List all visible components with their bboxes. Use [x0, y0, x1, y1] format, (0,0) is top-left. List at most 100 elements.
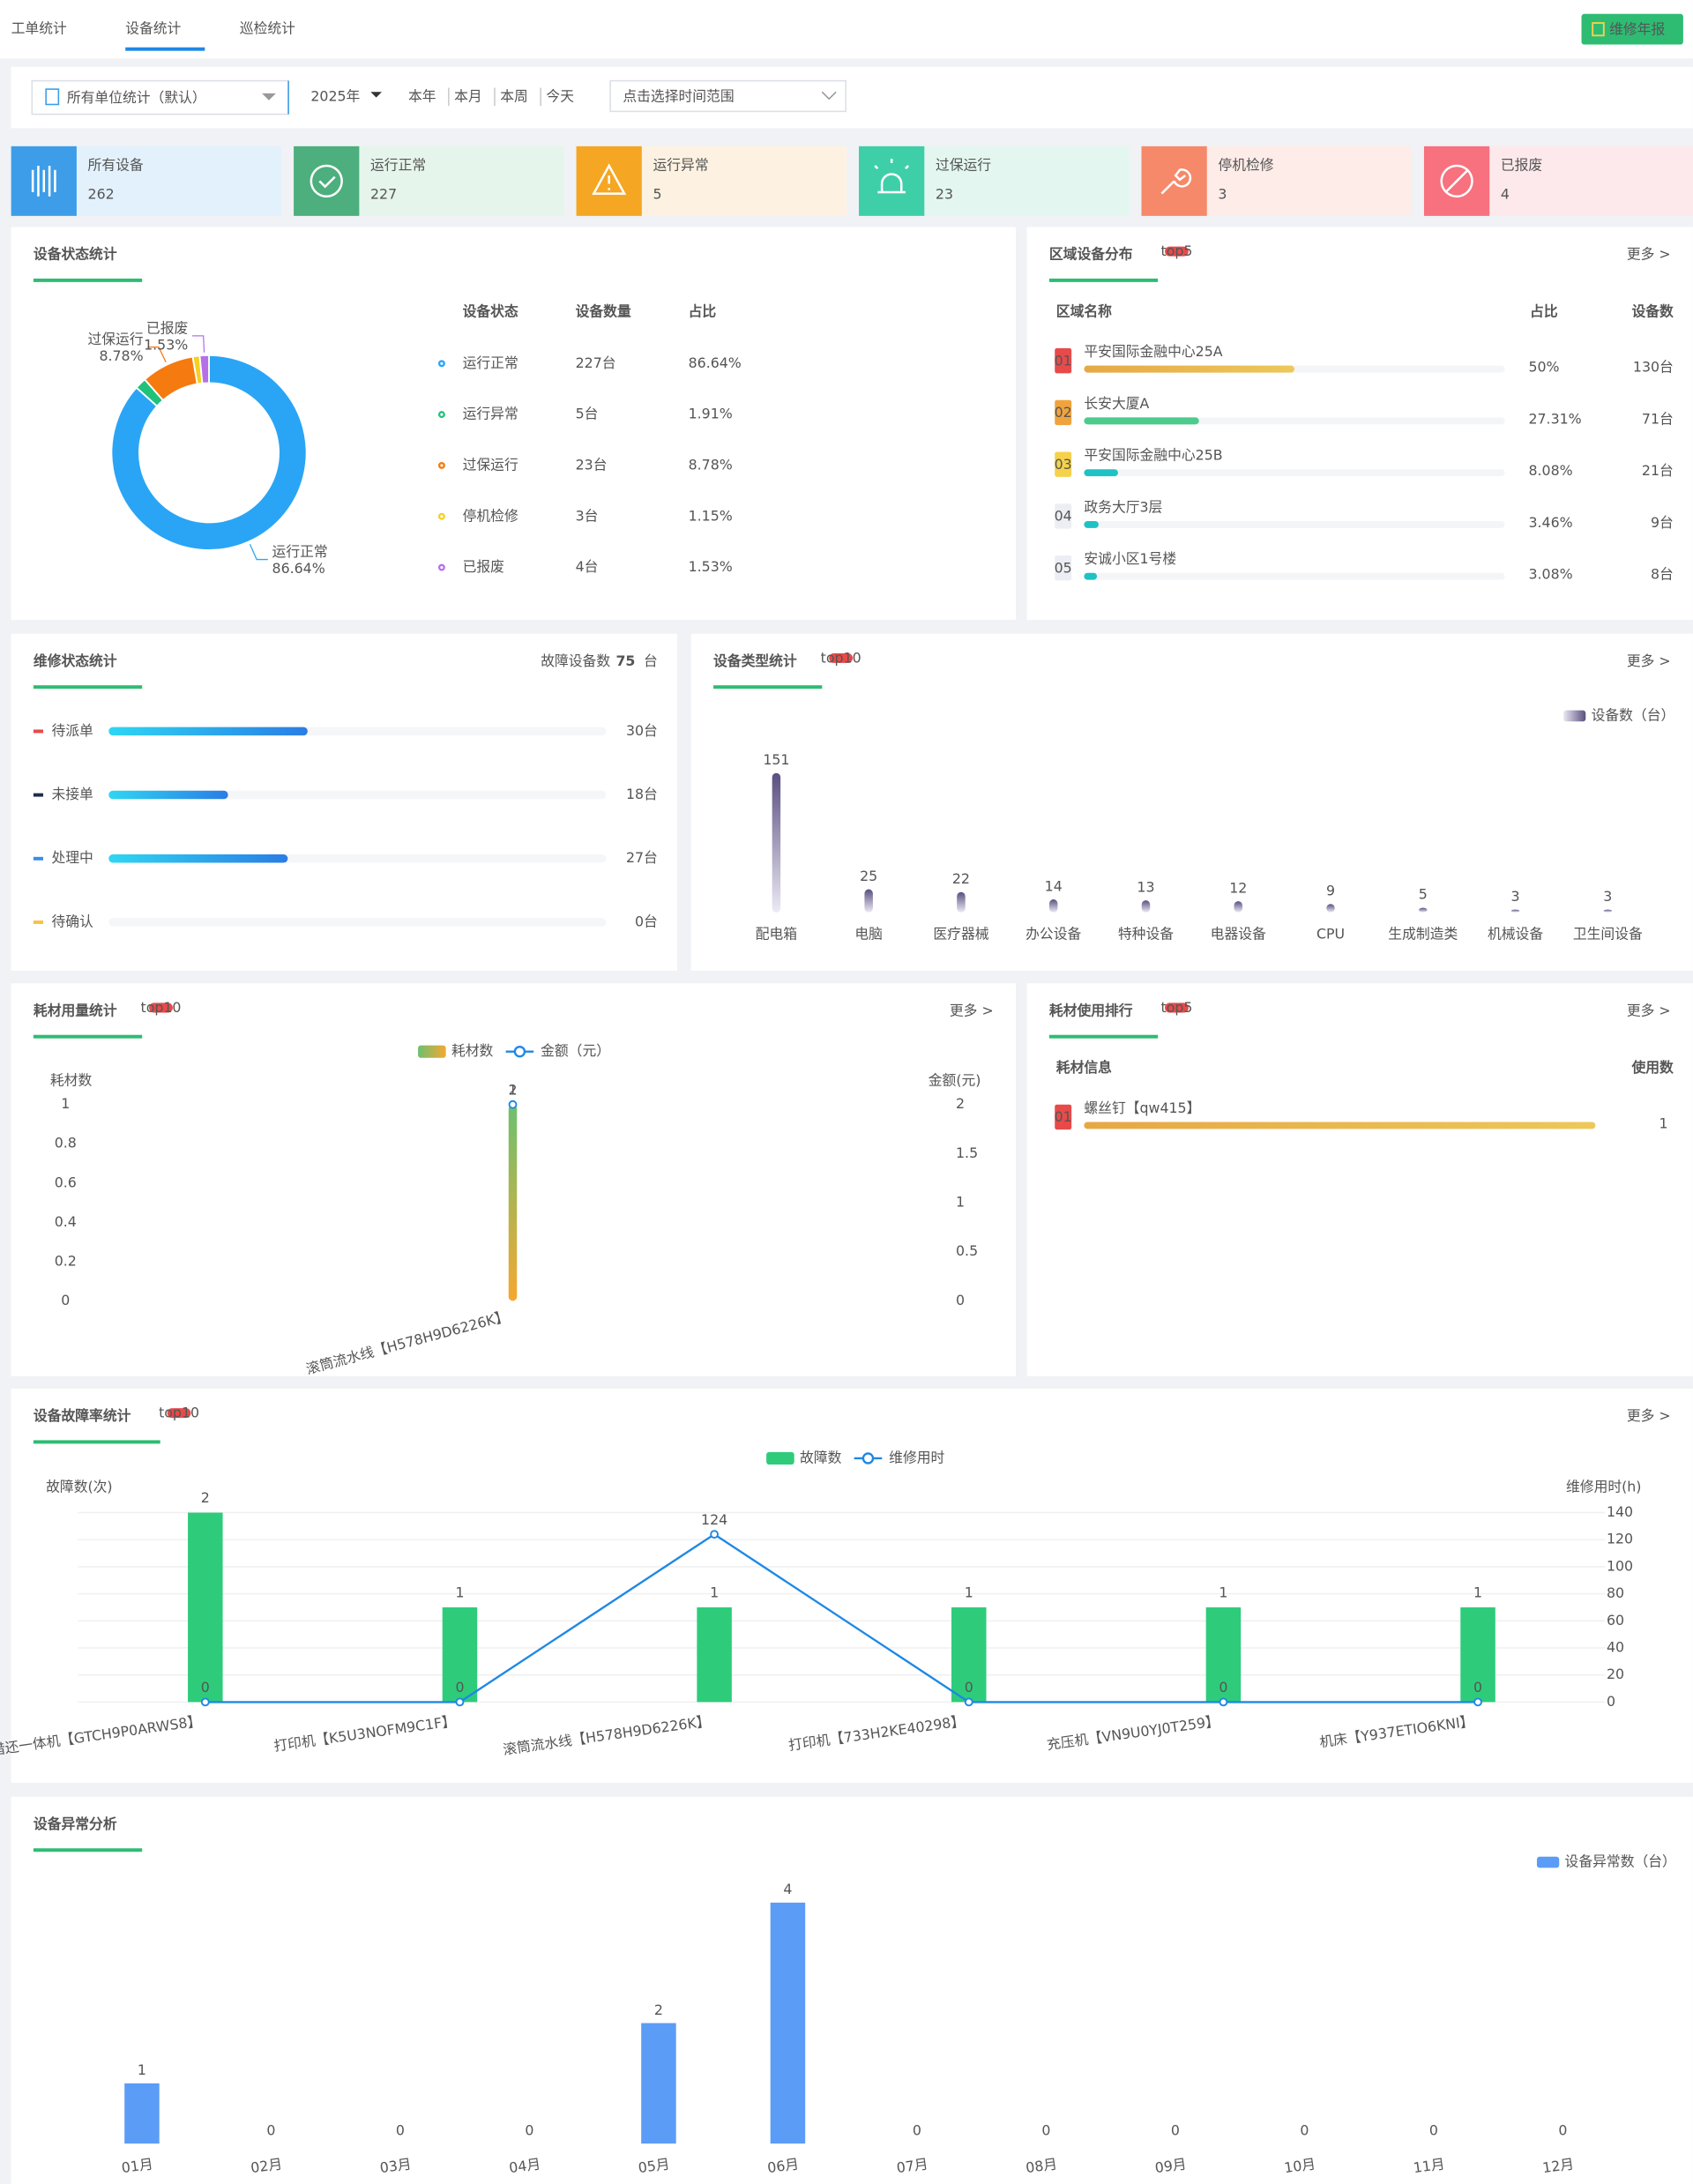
tab[interactable]: 设备统计 — [125, 20, 181, 37]
legend-dot-center — [440, 565, 444, 570]
x-tick-label: 12月 — [1541, 2155, 1575, 2176]
table-header: 占比 — [689, 302, 717, 319]
value-label: 14 — [1045, 877, 1063, 894]
panel — [690, 633, 1693, 972]
range-option[interactable]: 本年 — [408, 87, 436, 104]
tag-text: top10 — [159, 1405, 199, 1421]
bar — [1510, 909, 1520, 913]
x-tick-label: 08月 — [1025, 2155, 1058, 2176]
report-icon — [1592, 22, 1605, 37]
range-option[interactable]: 本月 — [454, 87, 482, 104]
card-label: 已报废 — [1501, 156, 1542, 173]
legend-label: 耗材数 — [451, 1042, 494, 1059]
line-marker — [200, 1697, 210, 1707]
line-value-label: 0 — [965, 1679, 973, 1696]
y2-tick-label: 20 — [1607, 1666, 1624, 1682]
unit-select-label[interactable]: 所有单位统计（默认） — [67, 89, 206, 106]
bar — [442, 1606, 478, 1703]
filter-bar — [11, 66, 1693, 129]
total-unit: 台 — [644, 652, 658, 669]
value-label: 0 — [525, 2121, 533, 2138]
value-label: 0 — [1171, 2121, 1180, 2138]
row-label: 待确认 — [51, 913, 93, 929]
value-label: 3 — [1511, 888, 1520, 905]
value-label: 0 — [1429, 2121, 1438, 2138]
legend-marker — [513, 1045, 526, 1058]
x-tick-label: 09月 — [1154, 2155, 1188, 2176]
more-link[interactable]: 更多 > — [1627, 246, 1671, 263]
table-cell: 86.64% — [689, 354, 742, 371]
title-underline — [33, 1848, 143, 1852]
line-value-label: 124 — [701, 1511, 727, 1528]
table-cell: 5台 — [576, 406, 599, 422]
value-label: 22 — [952, 870, 970, 887]
pie-slice — [110, 354, 308, 551]
more-link[interactable]: 更多 > — [1627, 1407, 1671, 1424]
table-header: 设备数量 — [576, 302, 631, 319]
x-tick-label: 医疗器械 — [933, 925, 988, 942]
card-label: 运行异常 — [653, 156, 708, 173]
table-cell: 1.53% — [689, 558, 733, 575]
bar — [1419, 907, 1428, 913]
value-label: 1 — [1659, 1114, 1667, 1131]
bar — [1084, 1122, 1596, 1129]
more-link[interactable]: 更多 > — [1627, 652, 1671, 669]
legend-label: 金额（元） — [541, 1042, 610, 1059]
rank-label: 04 — [1055, 508, 1072, 525]
table-cell: 3台 — [576, 507, 599, 524]
bar — [1460, 1606, 1495, 1703]
bar — [1048, 899, 1058, 913]
card-icon — [1440, 164, 1473, 198]
header-bar — [0, 0, 1693, 59]
table-cell: 8.78% — [689, 456, 733, 473]
value-label: 5 — [1419, 886, 1428, 903]
tag-badge — [829, 652, 854, 663]
bar — [951, 1606, 987, 1703]
tag-text: top5 — [1161, 242, 1193, 259]
unit-icon — [45, 88, 60, 106]
more-link[interactable]: 更多 > — [1627, 1002, 1671, 1018]
bar — [1603, 909, 1613, 913]
y-axis-title: 耗材数 — [50, 1071, 93, 1088]
row-label: 平安国际金融中心25B — [1084, 447, 1222, 464]
report-button-label[interactable]: 维修年报 — [1609, 20, 1665, 37]
table-cell: 已报废 — [463, 558, 504, 575]
tab[interactable]: 巡检统计 — [240, 20, 295, 37]
value-label: 0 — [266, 2121, 275, 2138]
card-icon — [592, 163, 627, 195]
panel-title: 耗材用量统计 — [34, 1002, 117, 1018]
tab[interactable]: 工单统计 — [11, 20, 67, 37]
year-select[interactable]: 2025年 — [310, 87, 360, 104]
y-tick-label: 0.2 — [55, 1252, 77, 1269]
range-option[interactable]: 本周 — [500, 87, 528, 104]
panel — [1026, 983, 1693, 1376]
count-label: 71台 — [1642, 410, 1674, 427]
rank-badge — [1055, 555, 1072, 581]
more-link[interactable]: 更多 > — [950, 1002, 994, 1018]
value-label: 8.08% — [1528, 462, 1572, 479]
legend-dot-center — [440, 464, 444, 467]
table-cell: 4台 — [576, 558, 599, 575]
bar — [1084, 417, 1199, 425]
label-line — [249, 543, 268, 561]
y2-tick-label: 60 — [1607, 1612, 1624, 1629]
date-placeholder[interactable]: 点击选择时间范围 — [623, 87, 734, 104]
line-marker — [508, 1099, 518, 1109]
legend-label: 故障数 — [800, 1449, 842, 1465]
pie-value-label: 1.53% — [144, 336, 188, 353]
report-button[interactable] — [1581, 13, 1683, 45]
label-line — [147, 346, 167, 362]
column-header: 占比 — [1530, 302, 1558, 319]
card-label: 过保运行 — [936, 156, 991, 173]
bar — [1084, 520, 1099, 528]
date-input[interactable] — [609, 79, 846, 113]
total-value: 75 — [615, 652, 635, 669]
range-option[interactable]: 今天 — [546, 87, 574, 104]
bar — [508, 1104, 518, 1301]
value-label: 3.08% — [1528, 566, 1572, 583]
value-label: 0 — [1558, 2121, 1567, 2138]
legend-label: 设备异常数（台） — [1565, 1853, 1676, 1870]
rank-label: 05 — [1055, 559, 1072, 576]
bar — [1141, 900, 1151, 913]
bar-track — [108, 790, 607, 800]
